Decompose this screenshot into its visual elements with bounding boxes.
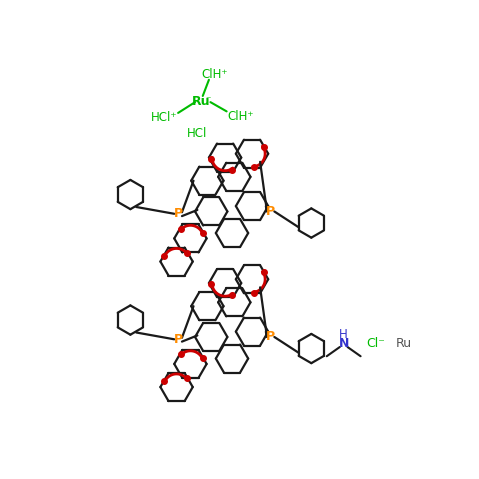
Text: ClH⁺: ClH⁺: [227, 110, 254, 123]
Text: HCl⁺: HCl⁺: [151, 111, 178, 124]
Text: Ru: Ru: [192, 95, 210, 108]
Text: ClH⁺: ClH⁺: [202, 68, 228, 81]
Text: P: P: [173, 207, 182, 220]
Text: P: P: [266, 331, 275, 343]
Text: N: N: [339, 337, 349, 351]
Text: Ru: Ru: [396, 337, 412, 351]
Text: P: P: [173, 333, 182, 346]
Text: P: P: [266, 205, 275, 218]
Text: Cl⁻: Cl⁻: [366, 337, 386, 351]
Text: ⁻: ⁻: [205, 95, 211, 105]
Text: HCl: HCl: [187, 127, 207, 140]
Text: H: H: [339, 328, 348, 341]
